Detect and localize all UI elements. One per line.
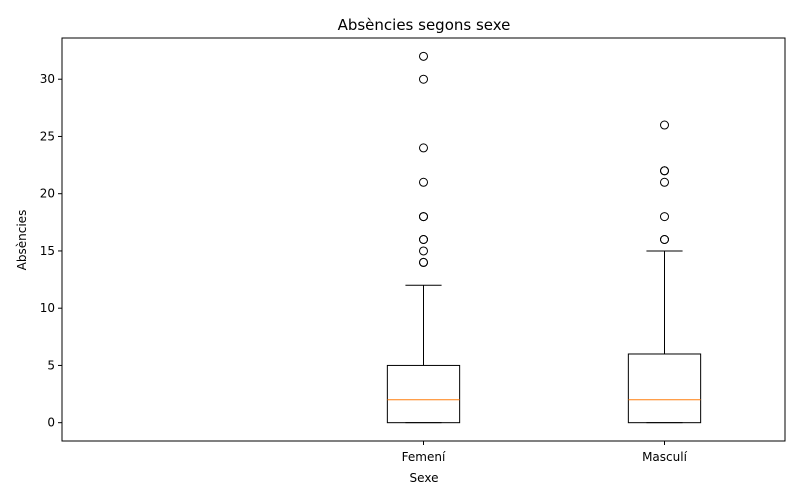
- outlier-point: [660, 120, 669, 130]
- outlier-point: [419, 51, 428, 61]
- iqr-box: [627, 353, 702, 424]
- x-tick-label: Femení: [402, 450, 446, 464]
- x-tick-label: Masculí: [642, 450, 687, 464]
- outlier-point: [660, 166, 669, 176]
- outlier-point: [419, 246, 428, 256]
- y-tick-label: 5: [47, 358, 55, 372]
- y-tick-label: 15: [40, 244, 55, 258]
- plot-area: 0 5 10 15 20 25 30 Femení Masculí: [40, 37, 786, 464]
- outlier-point: [419, 212, 428, 222]
- y-tick-label: 30: [40, 72, 55, 86]
- outlier-point: [419, 235, 428, 244]
- y-axis-label: Absències: [15, 210, 29, 271]
- plot-frame: [61, 37, 786, 442]
- outlier-point: [660, 235, 669, 244]
- outlier-point: [419, 257, 428, 267]
- x-axis-label: Sexe: [410, 471, 439, 485]
- outlier-point: [419, 177, 428, 187]
- iqr-box: [386, 364, 461, 424]
- outlier-point: [660, 177, 669, 187]
- y-tick-label: 10: [40, 301, 55, 315]
- outlier-point: [660, 212, 669, 222]
- y-tick-label: 25: [40, 129, 55, 143]
- outlier-point: [419, 143, 428, 153]
- y-tick-label: 20: [40, 187, 55, 201]
- y-tick-label: 0: [47, 416, 55, 430]
- outlier-point: [419, 74, 428, 84]
- chart-title: Absències segons sexe: [338, 16, 511, 34]
